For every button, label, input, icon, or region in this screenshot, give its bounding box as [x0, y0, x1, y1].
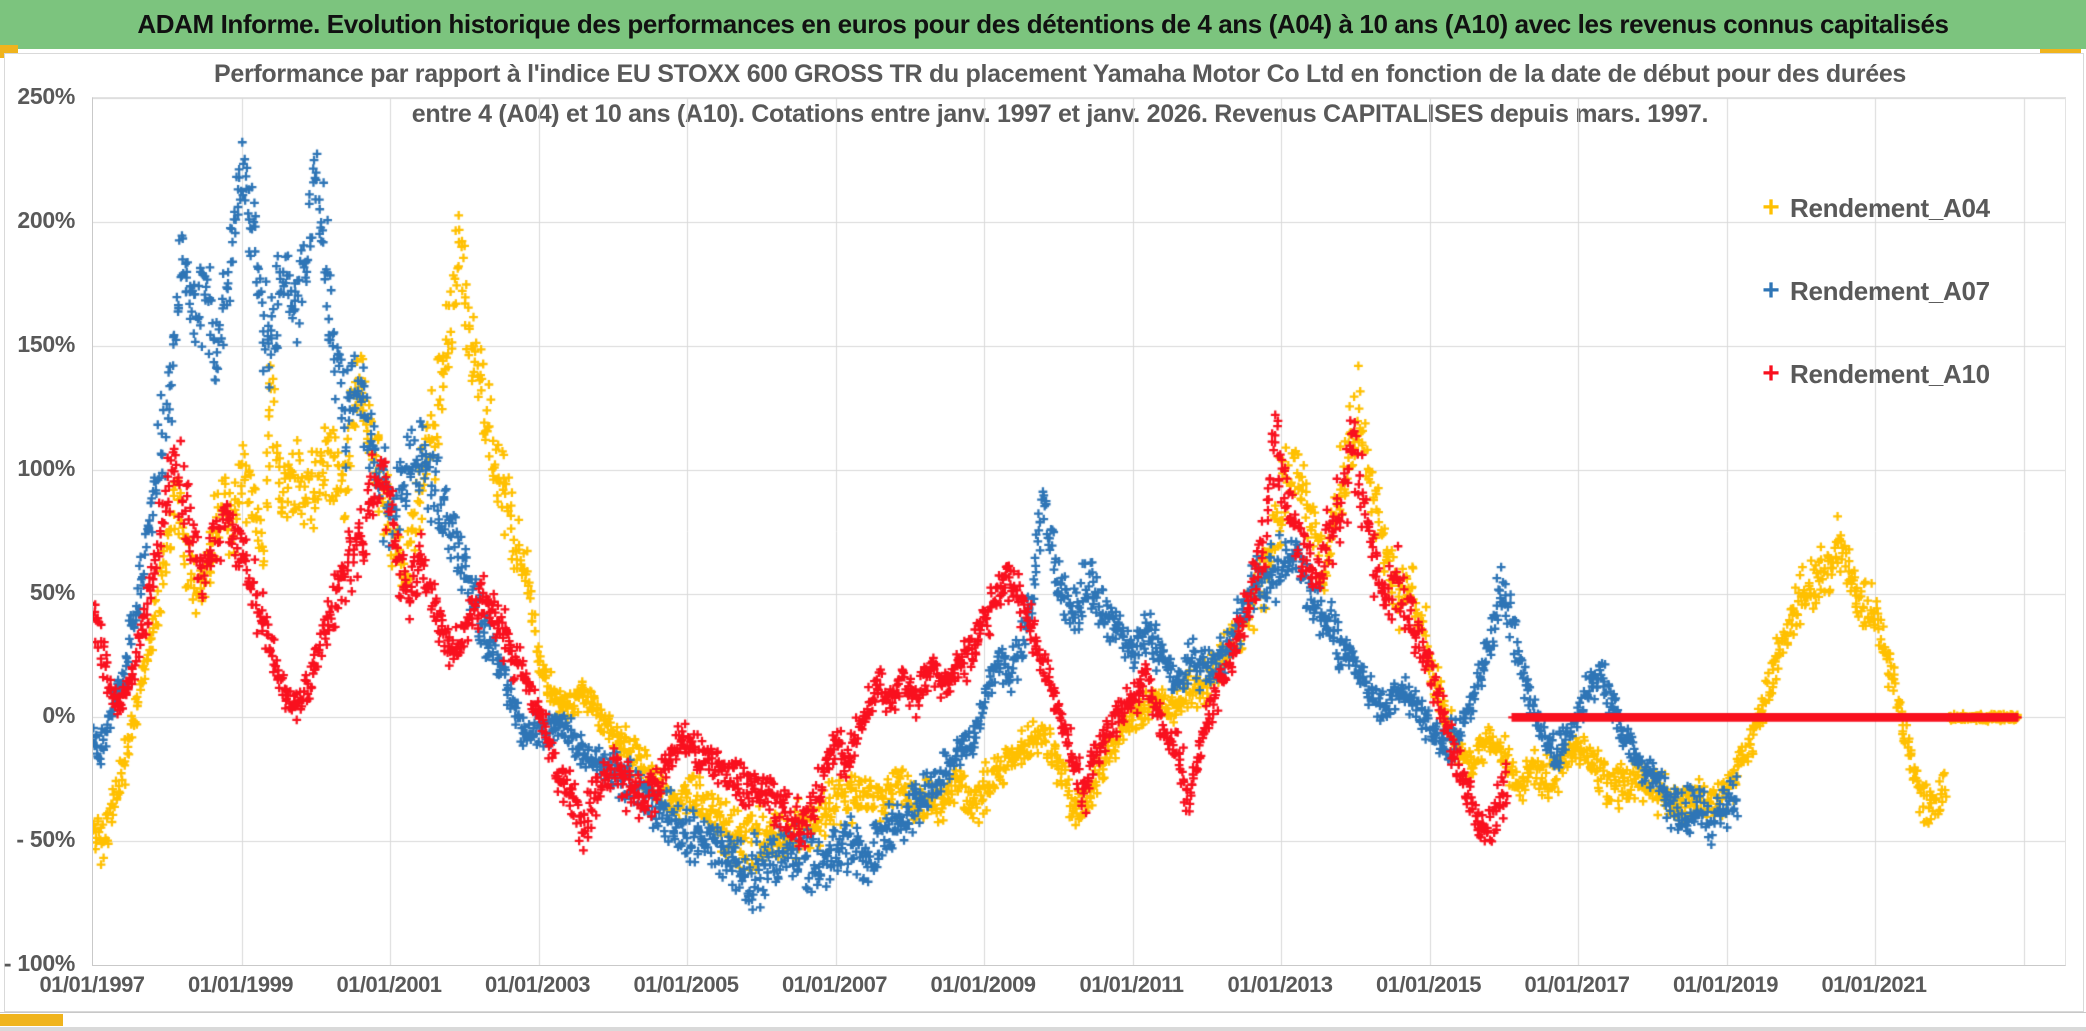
- legend-label: Rendement_A07: [1790, 275, 1990, 306]
- chart-title-line1: Performance par rapport à l'indice EU ST…: [213, 60, 1907, 88]
- gold-accent-bottom-left: [0, 1014, 63, 1026]
- y-tick-label: - 100%: [3, 950, 75, 977]
- y-tick-label: 50%: [29, 578, 75, 605]
- x-tick-label: 01/01/2017: [1524, 972, 1630, 997]
- legend-item-rendement_a07[interactable]: + Rendement_A07: [1756, 271, 1990, 311]
- x-tick-label: 01/01/2019: [1672, 972, 1779, 997]
- x-tick-label: 01/01/2021: [1821, 972, 1927, 997]
- legend-item-rendement_a10[interactable]: + Rendement_A10: [1756, 354, 1990, 394]
- x-tick-label: 01/01/2011: [1079, 972, 1184, 997]
- plot-area[interactable]: [92, 97, 2066, 966]
- x-tick-label: 01/01/2009: [930, 972, 1036, 997]
- legend-plus-marker-icon: +: [1762, 191, 1780, 224]
- y-tick-label: 0%: [42, 702, 75, 729]
- x-tick-label: 01/01/2003: [484, 972, 591, 997]
- x-tick-label: 01/01/2001: [336, 972, 442, 997]
- legend-label: Rendement_A04: [1790, 192, 1990, 223]
- page-title: ADAM Informe. Evolution historique des p…: [137, 9, 1949, 39]
- x-tick-label: 01/01/2007: [781, 972, 888, 997]
- x-tick-label: 01/01/2005: [633, 972, 739, 997]
- scatter-canvas[interactable]: [93, 98, 2065, 965]
- legend-plus-marker-icon: +: [1762, 274, 1780, 307]
- legend-label: Rendement_A10: [1790, 358, 1990, 389]
- legend-plus-marker-icon: +: [1762, 357, 1780, 390]
- bottom-divider: [0, 1012, 2086, 1013]
- x-tick-label: 01/01/2015: [1375, 972, 1482, 997]
- x-tick-label: 01/01/2013: [1227, 972, 1333, 997]
- y-tick-label: 150%: [17, 330, 75, 357]
- legend-item-rendement_a04[interactable]: + Rendement_A04: [1756, 188, 1990, 228]
- x-tick-label: 01/01/1999: [187, 972, 294, 997]
- title-banner: ADAM Informe. Evolution historique des p…: [0, 0, 2086, 49]
- x-tick-label: 01/01/1997: [39, 972, 145, 997]
- bottom-edge-strip: [0, 1027, 2086, 1031]
- y-tick-label: 250%: [17, 83, 75, 110]
- y-tick-label: - 50%: [16, 826, 75, 853]
- y-tick-label: 100%: [17, 454, 75, 481]
- y-tick-label: 200%: [17, 206, 75, 233]
